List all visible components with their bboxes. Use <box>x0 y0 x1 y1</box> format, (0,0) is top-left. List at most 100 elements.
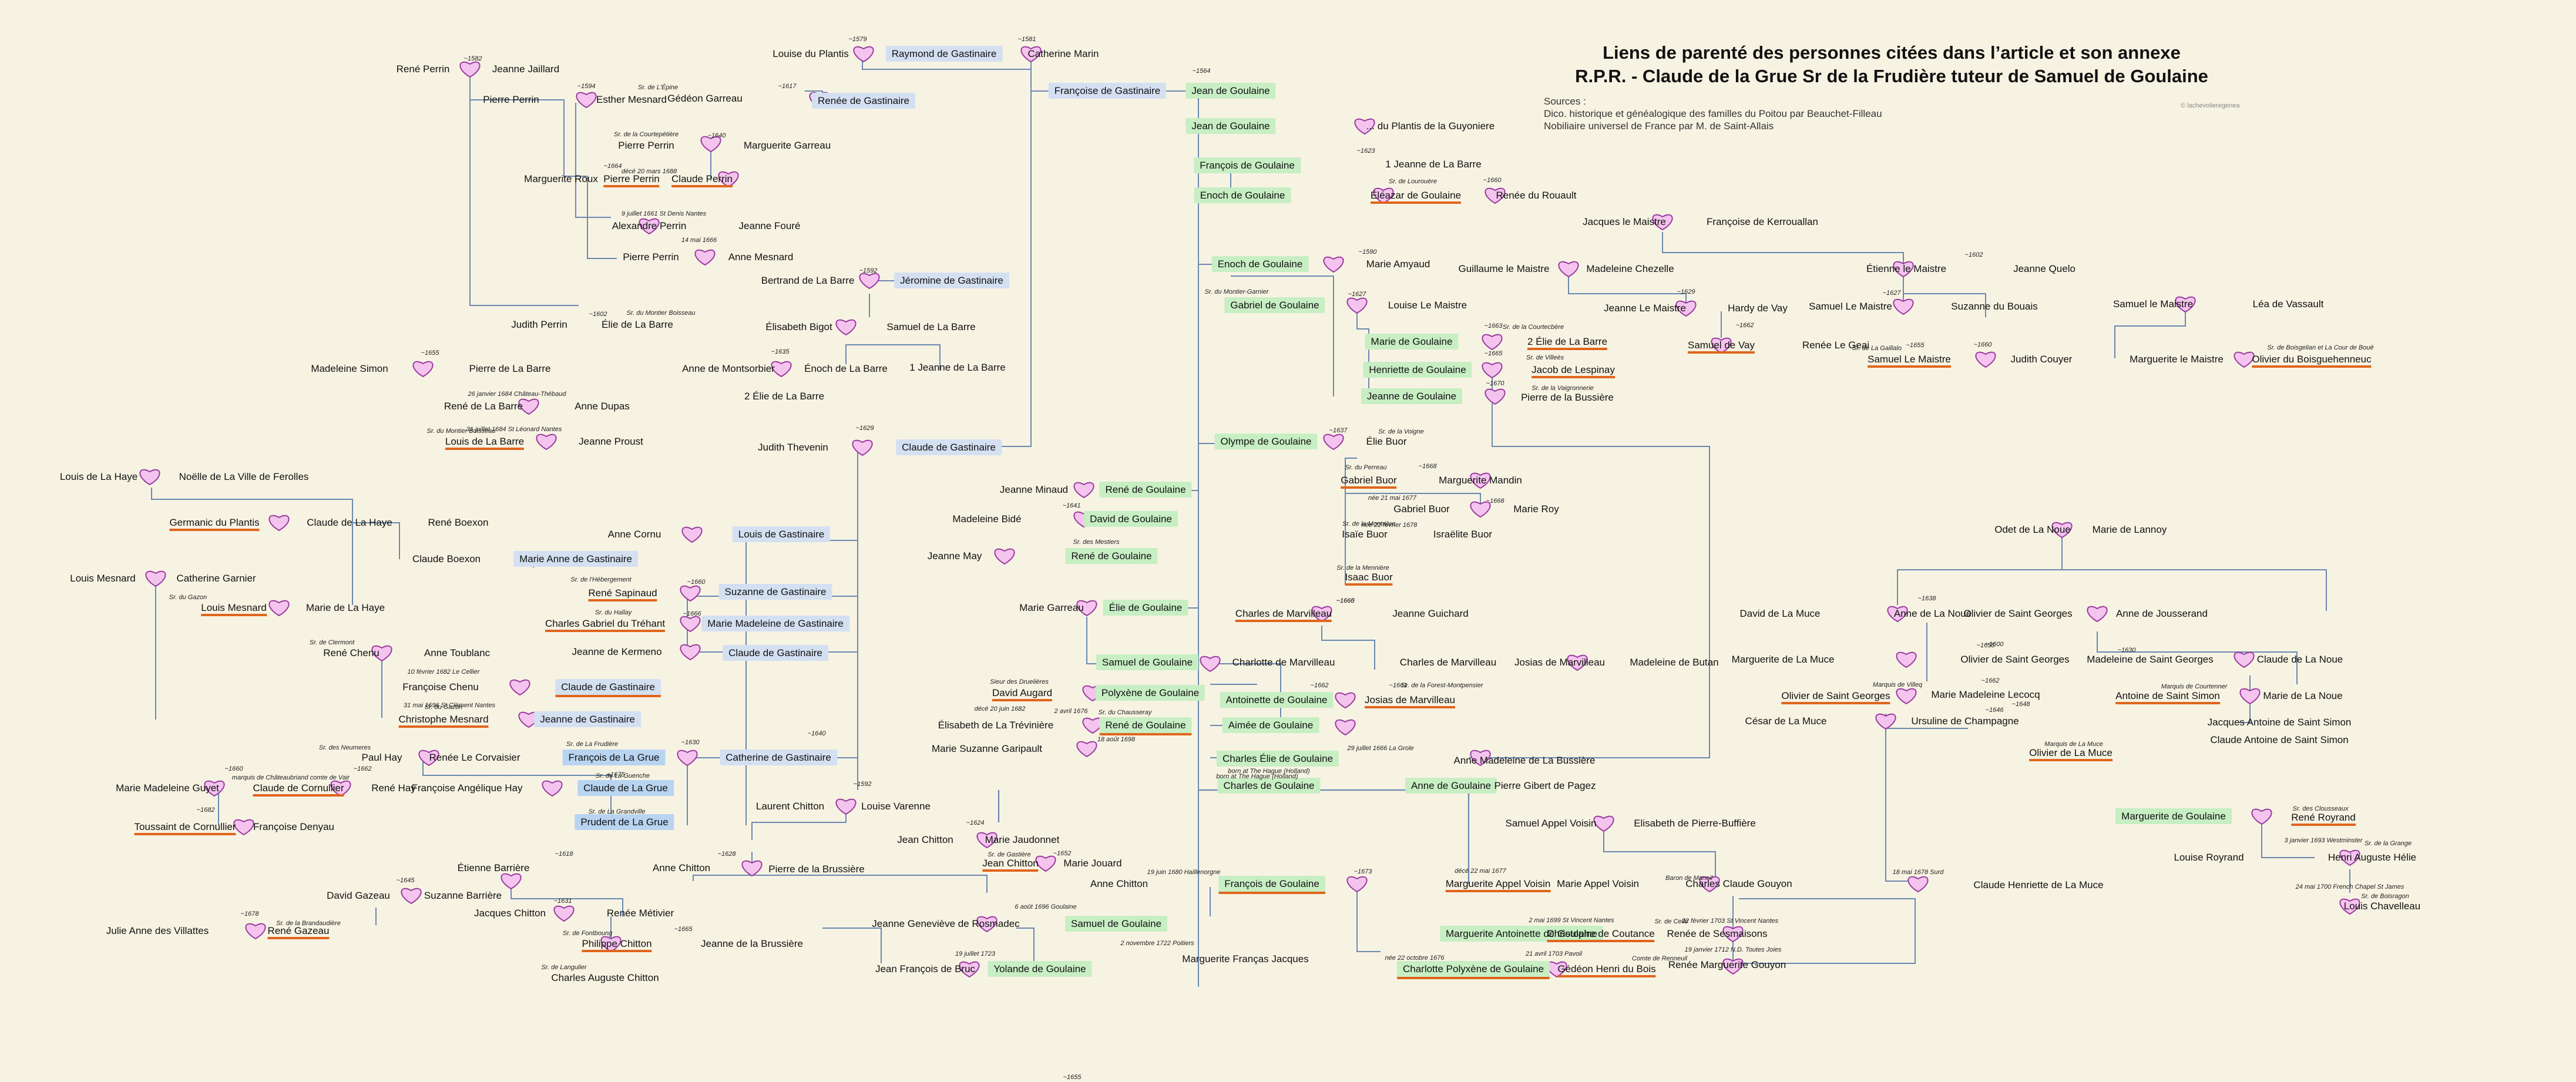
genealogy-tree: René Perrin Jeanne Jaillard Pierre Perrin E… <box>60 35 2420 1081</box>
heart-marker-34 <box>204 780 225 797</box>
annotation-107: 19 juin 1680 Haillenorgne <box>1147 868 1221 876</box>
annotation-106: Sr. de Langulier <box>541 963 587 971</box>
heart-marker-50 <box>1975 351 1996 368</box>
heart-marker-66 <box>1076 741 1097 758</box>
heart-marker-93 <box>1722 926 1744 943</box>
person-name-119: Jeanne Minaud <box>999 483 1069 495</box>
annotation-70: marquis de Châteaubriand comte de Vair <box>231 774 350 781</box>
heart-marker-96 <box>2251 808 2272 825</box>
person-name-151: Olivier de Saint Georges <box>1963 607 2073 619</box>
heart-marker-0 <box>459 61 481 78</box>
annotation-105: ~1665 <box>674 925 693 933</box>
person-name-31: Élisabeth Bigot <box>765 321 832 332</box>
annotation-80: décé 20 juin 1682 <box>974 705 1026 713</box>
heart-marker-4 <box>639 218 660 235</box>
annotation-61: ~1660 <box>687 578 706 586</box>
annotation-2: ~1617 <box>778 82 797 90</box>
annotation-109: 19 juillet 1723 <box>955 950 995 957</box>
annotation-41: ~1655 <box>1906 341 1925 349</box>
person-name-70: Paul Hay <box>361 751 402 763</box>
heart-marker-29 <box>371 645 392 662</box>
person-name-106: Samuel Le Maistre <box>1868 353 1951 368</box>
annotation-125: 24 mai 1700 French Chapel St James <box>2295 883 2404 891</box>
annotation-21: 26 janvier 1684 Château-Thébaud <box>468 390 566 398</box>
annotation-84: 29 juillet 1666 La Grole <box>1347 744 1414 752</box>
heart-marker-27 <box>680 616 701 633</box>
heart-marker-13 <box>859 273 880 290</box>
annotation-10: ~1579 <box>848 35 867 43</box>
person-name-60: Charles Gabriel du Tréhant <box>545 617 666 632</box>
annotation-95: ~1624 <box>966 819 985 826</box>
person-name-127: Charles de Marvilleau <box>1235 607 1332 622</box>
annotation-20: ~1655 <box>421 349 439 357</box>
person-name-202: Renée Marguerite Gouyon <box>1668 959 1786 970</box>
heart-marker-46 <box>1675 300 1697 317</box>
person-name-107: Judith Couyer <box>2010 353 2073 365</box>
person-name-61: Marie Madeleine de Gastinaire <box>701 615 849 631</box>
person-name-124: René de Goulaine <box>1065 547 1158 564</box>
heart-marker-60 <box>1567 654 1588 671</box>
person-name-63: Claude de Gastinaire <box>723 644 828 661</box>
annotation-50: Sr. de la Mennière <box>1336 564 1389 572</box>
person-name-182: Philippe Chitton <box>582 937 652 952</box>
person-name-41: Louis de La Barre <box>445 435 525 450</box>
person-name-35: 1 Jeanne de La Barre <box>909 361 1006 373</box>
annotation-66: Sr. des Neumeres <box>318 744 371 751</box>
heart-marker-88 <box>1346 876 1368 893</box>
person-name-71: Renée Le Corvaisier <box>429 751 520 763</box>
person-name-18: Gédéon Garreau <box>667 92 743 104</box>
heart-marker-43 <box>1652 214 1673 231</box>
annotation-6: ~1664 <box>603 162 622 170</box>
annotation-101: ~1678 <box>240 910 259 918</box>
heart-marker-82 <box>401 888 422 905</box>
annotation-60: ~1666 <box>683 610 701 617</box>
annotation-113: 2 mai 1699 St Vincent Nantes <box>1529 916 1614 924</box>
heart-marker-2 <box>700 136 721 153</box>
heart-marker-80 <box>741 860 763 877</box>
heart-marker-45 <box>1893 261 1914 278</box>
person-name-36: 2 Élie de La Barre <box>744 390 825 402</box>
annotation-69: ~1660 <box>224 765 243 772</box>
person-name-139: René de Goulaine <box>1099 717 1192 735</box>
person-name-152: Anne de Jousserand <box>2116 607 2208 619</box>
sources-line-1: Dico. historique et généalogique des fam… <box>1544 108 1882 119</box>
annotation-8: 9 juillet 1661 St Denis Nantes <box>621 210 707 217</box>
heart-marker-35 <box>330 780 351 797</box>
person-name-54: Louis Mesnard <box>70 572 136 584</box>
heart-marker-52 <box>1323 434 1344 451</box>
heart-marker-48 <box>2175 296 2196 313</box>
person-name-49: René Boexon <box>428 516 489 528</box>
annotation-87: ~1638 <box>1917 594 1936 602</box>
heart-marker-71 <box>2087 606 2108 623</box>
annotation-13: ~1623 <box>1356 147 1375 154</box>
person-name-68: Christophe Mesnard <box>398 713 489 728</box>
annotation-52: ~1655 <box>1063 1073 1082 1081</box>
annotation-59: Sr. du Hallay <box>595 609 632 616</box>
person-name-138: Élisabeth de La Trévinière <box>938 719 1054 731</box>
person-name-62: Jeanne de Kermeno <box>572 646 662 657</box>
annotation-17: ~1602 <box>589 310 607 318</box>
person-name-26: Enoch de Goulaine <box>1194 187 1291 203</box>
person-name-84: Gabriel de Goulaine <box>1224 297 1325 313</box>
heart-marker-97 <box>2339 849 2360 866</box>
person-name-155: Madeleine de Saint Georges <box>2087 653 2214 665</box>
annotation-35: ~1629 <box>1677 288 1695 295</box>
annotation-51: ~1662 <box>1310 681 1329 689</box>
annotation-29: ~1663 <box>1484 322 1503 330</box>
person-name-78: Claude de La Grue <box>577 779 674 796</box>
heart-marker-84 <box>553 905 575 922</box>
heart-marker-42 <box>1485 388 1506 405</box>
annotation-9: 14 mai 1666 <box>681 236 717 244</box>
person-name-125: Marie Garreau <box>1019 602 1084 613</box>
person-name-44: Claude de Gastinaire <box>896 439 1002 455</box>
person-name-29: Bertrand de La Barre <box>761 274 855 286</box>
person-name-117: Israëlite Buor <box>1433 528 1493 540</box>
person-name-158: Marie Madeleine Lecocq <box>1931 688 2040 700</box>
annotation-103: ~1631 <box>553 897 572 905</box>
person-name-192: Samuel Appel Voisin <box>1505 817 1597 829</box>
person-name-160: Marie de La Noue <box>2263 690 2343 701</box>
heart-marker-39 <box>1346 297 1368 314</box>
heart-marker-15 <box>771 361 792 378</box>
annotation-117: 18 mai 1678 Surd <box>1892 868 1944 876</box>
annotation-44: Sr. du Perreau <box>1345 463 1387 471</box>
